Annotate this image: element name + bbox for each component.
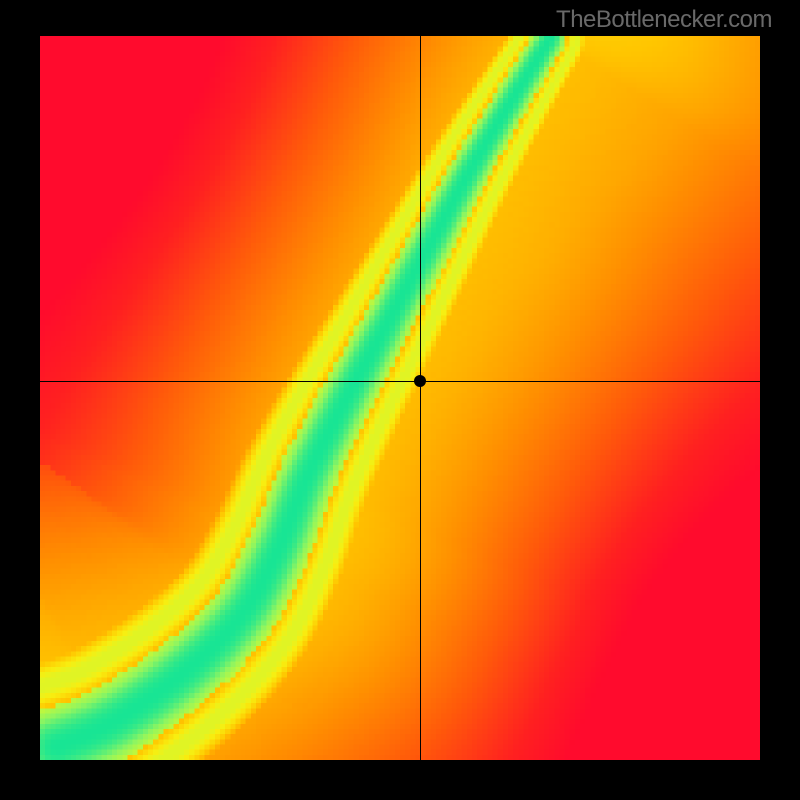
crosshair-vertical xyxy=(420,36,421,760)
crosshair-horizontal xyxy=(40,381,760,382)
watermark-text: TheBottlenecker.com xyxy=(556,6,772,34)
heatmap-canvas xyxy=(40,36,760,760)
heatmap-plot xyxy=(40,36,760,760)
crosshair-marker xyxy=(414,375,426,387)
